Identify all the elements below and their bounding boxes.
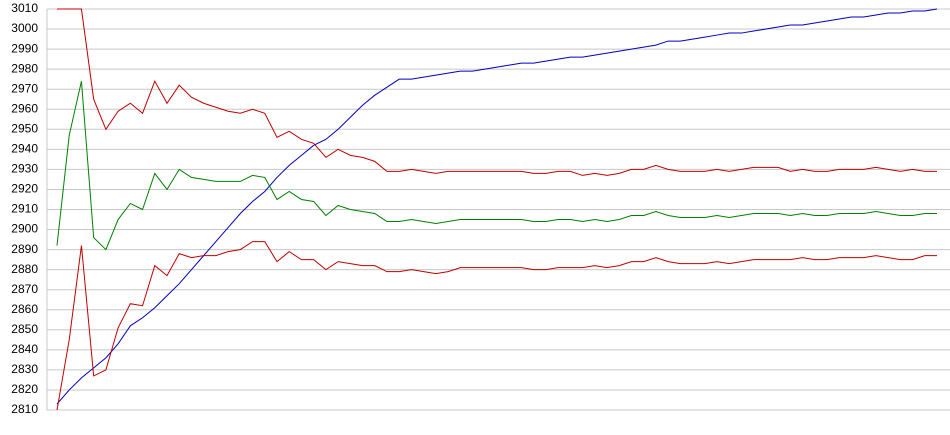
y-tick-label: 2990 — [11, 41, 38, 55]
y-tick-label: 2810 — [11, 402, 38, 416]
y-tick-label: 2880 — [11, 262, 38, 276]
y-tick-label: 2940 — [11, 142, 38, 156]
y-tick-label: 2920 — [11, 182, 38, 196]
y-tick-label: 3010 — [11, 1, 38, 15]
y-tick-label: 2890 — [11, 242, 38, 256]
y-tick-label: 2900 — [11, 222, 38, 236]
y-tick-label: 2820 — [11, 382, 38, 396]
line-series — [56, 81, 937, 251]
y-tick-label: 2950 — [11, 121, 38, 135]
line-series — [57, 8, 937, 176]
y-tick-label: 2870 — [11, 282, 38, 296]
y-tick-label: 2830 — [11, 362, 38, 376]
y-tick-label: 2970 — [11, 81, 38, 95]
y-tick-label: 2860 — [11, 302, 38, 316]
y-tick-label: 2850 — [11, 322, 38, 336]
line-series — [56, 241, 937, 411]
y-tick-label: 3000 — [11, 21, 38, 35]
y-tick-label: 2980 — [11, 61, 38, 75]
y-tick-label: 2930 — [11, 162, 38, 176]
y-tick-label: 2910 — [11, 202, 38, 216]
y-tick-label: 2840 — [11, 342, 38, 356]
y-tick-label: 2960 — [11, 101, 38, 115]
